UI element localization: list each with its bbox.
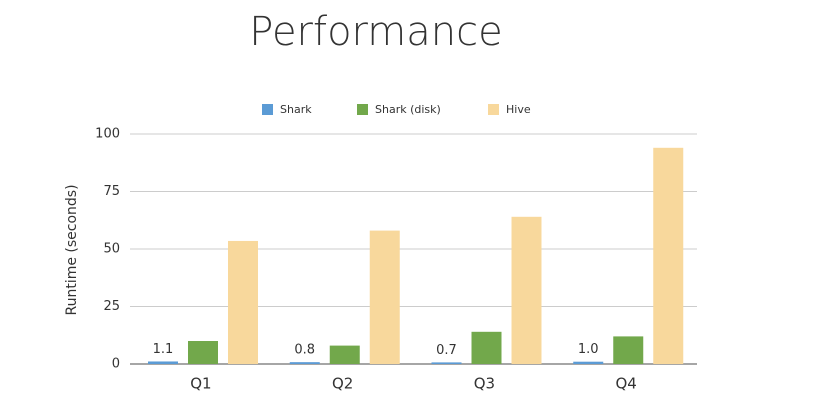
bar [573,361,604,364]
y-tick-label: 0 [112,357,120,372]
y-tick-label: 25 [103,299,120,314]
x-tick-label: Q1 [190,375,211,393]
x-tick-label: Q3 [474,375,495,393]
bar [471,331,502,364]
x-tick-label: Q2 [332,375,353,393]
chart-title: Performance [249,9,502,55]
bar [148,361,178,364]
value-label: 1.0 [578,342,599,357]
legend-swatch [357,104,368,115]
legend-swatch [488,104,499,115]
y-tick-label: 100 [95,127,120,142]
bar [431,362,462,364]
y-tick-label: 75 [103,184,120,199]
value-label: 1.1 [153,342,174,357]
bar [369,230,400,364]
x-tick-label: Q4 [615,375,636,393]
legend-swatch [262,104,273,115]
bar [329,345,360,364]
bar [653,147,684,364]
value-label: 0.7 [436,343,457,358]
legend-label: Hive [506,103,531,116]
value-label: 0.8 [294,343,315,358]
y-tick-label: 50 [103,242,120,257]
bar [613,336,644,364]
bar [188,341,218,364]
bar [228,240,258,364]
legend-label: Shark [280,103,312,116]
legend-label: Shark (disk) [375,103,441,116]
bar [511,216,542,364]
y-axis-label: Runtime (seconds) [64,184,80,315]
bar [289,362,320,364]
